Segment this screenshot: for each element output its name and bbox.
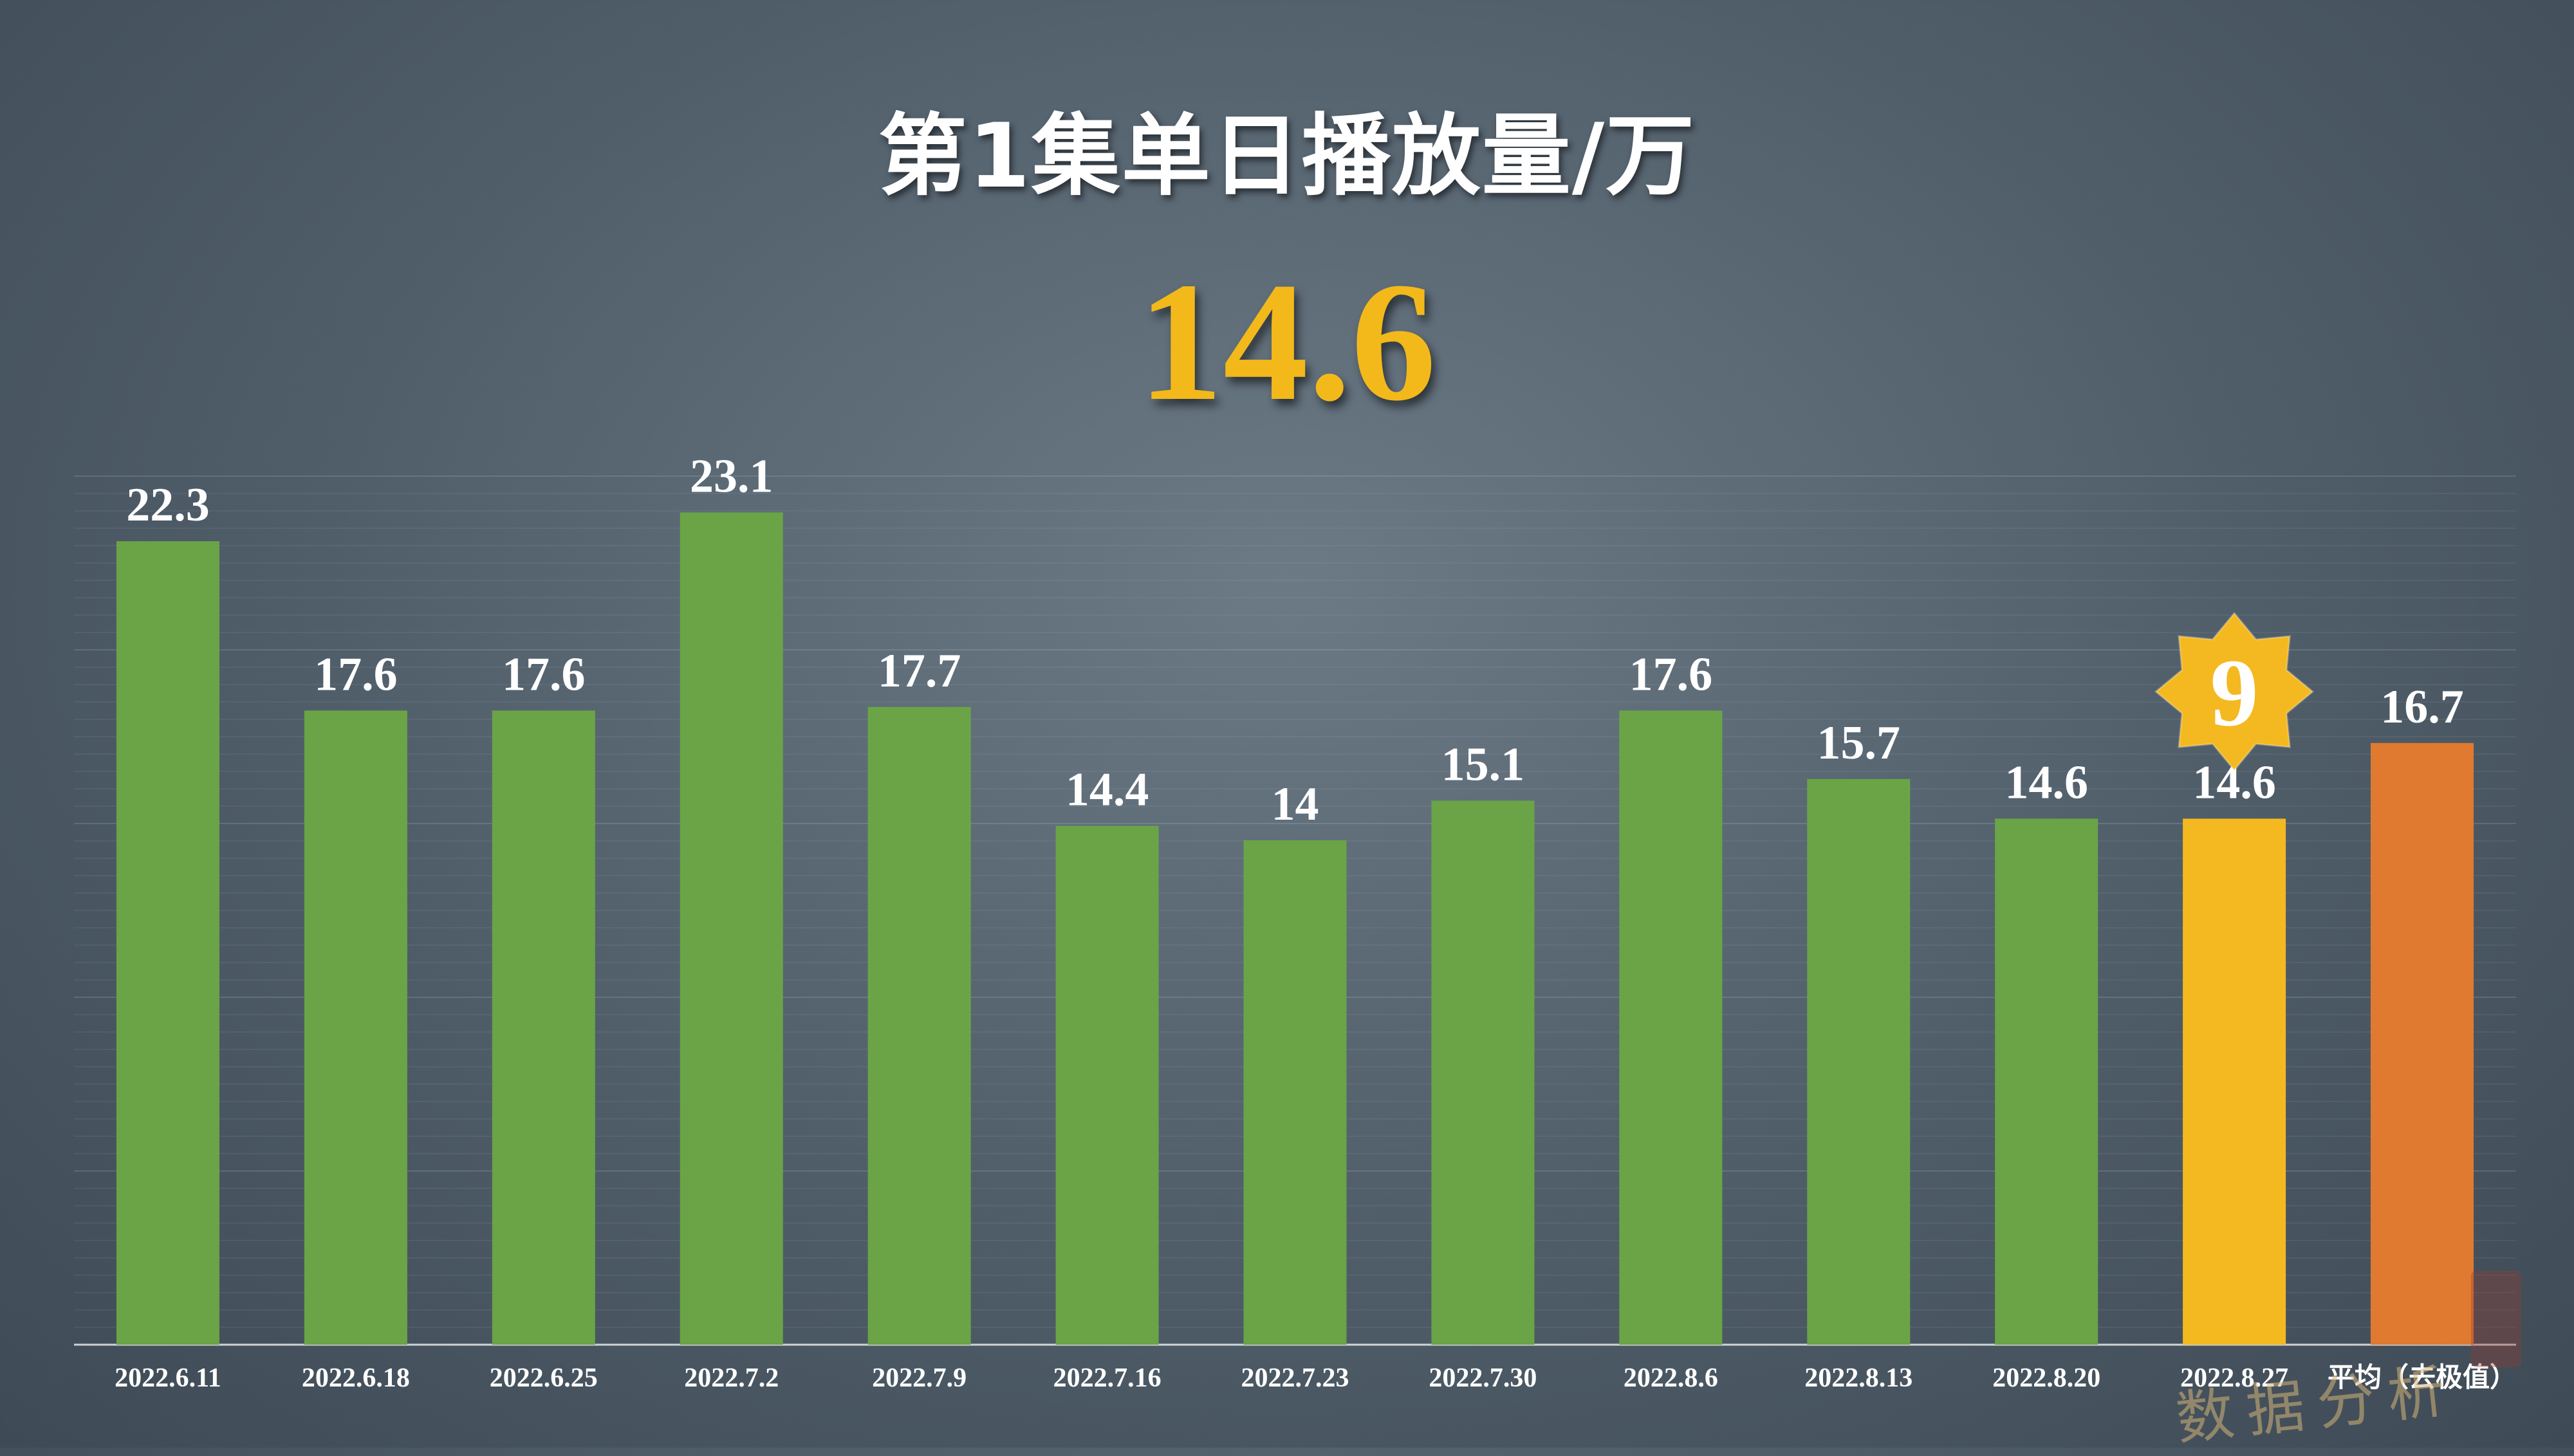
bar-2022.7.16 (1055, 825, 1159, 1345)
x-tick-label: 2022.6.25 (490, 1363, 598, 1393)
x-tick-label: 2022.7.16 (1053, 1363, 1162, 1393)
bar-2022.8.20 (1995, 818, 2098, 1345)
data-label: 17.6 (314, 648, 398, 701)
chart-title: 第1集单日播放量/万 (878, 104, 1696, 208)
bar-2022.7.9 (867, 706, 971, 1345)
data-label: 22.3 (126, 479, 210, 531)
bar-2022.8.27 (2183, 818, 2286, 1345)
bar-2022.7.23 (1243, 840, 1347, 1345)
data-label: 14 (1272, 778, 1319, 831)
x-tick-label: 2022.8.6 (1624, 1363, 1718, 1393)
x-tick-label: 2022.6.11 (115, 1363, 221, 1393)
bar-2022.6.18 (304, 710, 407, 1345)
rank-badge-star (2154, 611, 2315, 772)
bar-平均（去极值） (2371, 742, 2474, 1345)
data-label: 15.7 (1817, 717, 1901, 769)
rank-badge-number: 9 (2210, 640, 2259, 746)
x-tick-label: 2022.7.9 (872, 1363, 967, 1393)
x-tick-label: 2022.8.27 (2180, 1363, 2288, 1393)
bar-2022.7.2 (680, 512, 783, 1345)
data-label: 17.6 (1629, 648, 1713, 701)
x-tick-label: 2022.7.30 (1429, 1363, 1537, 1393)
x-tick-label: 平均（去极值） (2328, 1363, 2517, 1393)
data-label: 15.1 (1441, 738, 1525, 791)
data-label: 14.4 (1066, 764, 1149, 816)
bar-2022.6.11 (116, 541, 219, 1345)
bar-2022.7.30 (1431, 800, 1535, 1345)
x-tick-label: 2022.8.13 (1804, 1363, 1912, 1393)
data-label: 16.7 (2380, 681, 2464, 733)
data-label: 23.1 (690, 450, 773, 502)
x-tick-label: 2022.7.2 (684, 1363, 779, 1393)
x-tick-label: 2022.8.20 (1992, 1363, 2100, 1393)
data-label: 14.6 (2005, 756, 2088, 809)
data-label: 17.7 (878, 645, 961, 697)
watermark-seal (2471, 1271, 2521, 1367)
bar-2022.8.13 (1807, 779, 1911, 1345)
headline-value: 14.6 (1138, 248, 1436, 436)
x-tick-label: 2022.7.23 (1241, 1363, 1349, 1393)
data-label: 17.6 (502, 648, 586, 701)
bar-2022.6.25 (492, 710, 595, 1345)
bar-2022.8.6 (1619, 710, 1723, 1345)
x-tick-label: 2022.6.18 (302, 1363, 410, 1393)
